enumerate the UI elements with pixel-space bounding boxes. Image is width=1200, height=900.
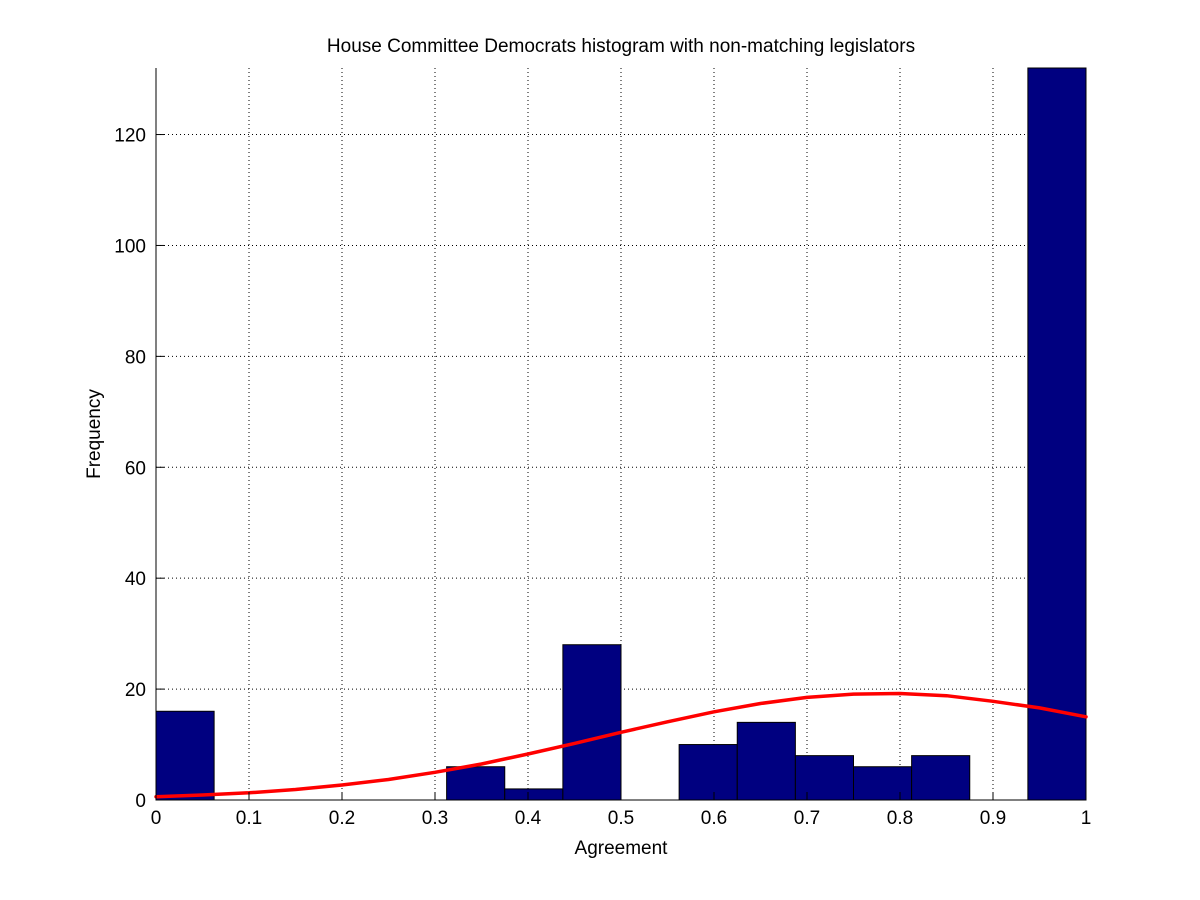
- y-tick-label: 120: [114, 126, 146, 147]
- histogram-bar: [155, 710, 215, 801]
- histogram-bar: [446, 766, 506, 801]
- x-tick-label: 0.6: [701, 808, 727, 829]
- x-tick-label: 0.3: [422, 808, 448, 829]
- x-tick-label: 0.7: [794, 808, 820, 829]
- x-tick-label: 1: [1081, 808, 1092, 829]
- x-tick-label: 0.5: [608, 808, 634, 829]
- x-tick-label: 0: [151, 808, 162, 829]
- histogram-bar: [678, 744, 738, 801]
- x-tick-label: 0.8: [887, 808, 913, 829]
- y-tick-label: 0: [135, 791, 146, 812]
- y-tick-label: 100: [114, 236, 146, 257]
- tick-labels: 0 0.1 0.2 0.3 0.4 0.5 0.6 0.7 0.8 0.9 1 0 20 40 60 80 10…: [114, 126, 1091, 829]
- y-axis-label: Frequency: [84, 389, 105, 479]
- x-tick-label: 0.4: [515, 808, 542, 829]
- histogram-bar: [736, 721, 796, 801]
- x-axis-label: Agreement: [575, 838, 669, 859]
- histogram-bar: [853, 766, 913, 801]
- histogram-bar: [794, 755, 854, 801]
- x-tick-label: 0.1: [236, 808, 262, 829]
- histogram-bar: [911, 755, 971, 801]
- x-tick-label: 0.9: [980, 808, 1006, 829]
- histogram-bar: [1027, 67, 1087, 801]
- y-tick-label: 80: [125, 347, 146, 368]
- y-tick-label: 60: [125, 458, 146, 479]
- y-tick-label: 40: [125, 569, 146, 590]
- chart-title: House Committee Democrats histogram with…: [327, 36, 915, 57]
- x-tick-label: 0.2: [329, 808, 355, 829]
- histogram-bars: [155, 67, 1087, 801]
- histogram-bar: [504, 788, 564, 801]
- y-tick-label: 20: [125, 680, 146, 701]
- histogram-bar: [562, 644, 622, 801]
- fit-curve-layer: [154, 691, 1088, 799]
- fit-curve: [154, 691, 1088, 799]
